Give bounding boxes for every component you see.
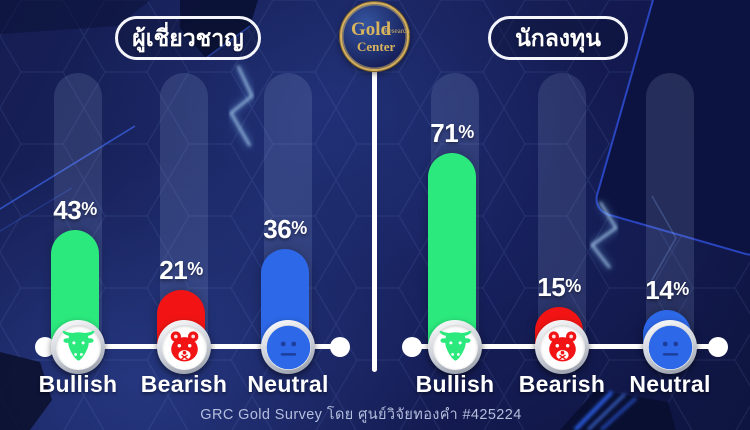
- bar-investor-bullish: [428, 152, 476, 348]
- percent-label: 15%: [537, 271, 581, 302]
- group-title-experts-label: ผู้เชี่ยวชาญ: [132, 24, 244, 51]
- percent-label: 21%: [159, 255, 203, 286]
- marker-expert-neutral: [261, 320, 315, 374]
- logo-text-center: Center: [357, 39, 396, 54]
- baseline-end-dot: [402, 337, 422, 357]
- neutral-face-icon: [266, 325, 310, 369]
- bar-group-investor-bullish: 71%: [428, 118, 476, 348]
- bear-icon: [170, 330, 198, 361]
- logo-text-gold: Gold: [351, 19, 392, 40]
- bar-track: [538, 73, 586, 348]
- category-label-neutral: Neutral: [629, 371, 711, 397]
- category-label-bullish: Bullish: [38, 371, 118, 397]
- category-label-bearish: Bearish: [518, 371, 606, 397]
- category-label-neutral: Neutral: [247, 371, 329, 397]
- bar-track: [646, 73, 694, 348]
- percent-label: 14%: [645, 274, 689, 305]
- panel-divider: [372, 62, 377, 372]
- gold-research-center-logo: Gold Research Center: [340, 2, 410, 71]
- group-title-experts: ผู้เชี่ยวชาญ: [115, 16, 261, 60]
- marker-investor-neutral: [643, 320, 697, 374]
- neutral-face-icon: [648, 325, 692, 369]
- group-title-investors-label: นักลงทุน: [515, 24, 601, 51]
- category-label-bearish: Bearish: [140, 371, 228, 397]
- baseline-end-dot: [330, 337, 350, 357]
- baseline-end-dot: [708, 337, 728, 357]
- marker-investor-bearish: [535, 320, 589, 374]
- category-label-bullish: Bullish: [415, 371, 495, 397]
- marker-investor-bullish: [428, 320, 482, 374]
- bull-icon: [438, 329, 472, 361]
- survey-credit: GRC Gold Survey โดย ศูนย์วิจัยทองคำ #425…: [200, 407, 522, 423]
- percent-label: 36%: [263, 214, 307, 244]
- marker-expert-bullish: [51, 320, 105, 374]
- bull-icon: [61, 329, 95, 361]
- logo-text-research: Research: [384, 27, 410, 35]
- percent-label: 71%: [430, 117, 474, 148]
- bear-icon: [548, 330, 576, 361]
- group-title-investors: นักลงทุน: [488, 16, 628, 60]
- marker-expert-bearish: [157, 320, 211, 374]
- percent-label: 43%: [53, 194, 97, 225]
- baseline-end-dot: [35, 337, 55, 357]
